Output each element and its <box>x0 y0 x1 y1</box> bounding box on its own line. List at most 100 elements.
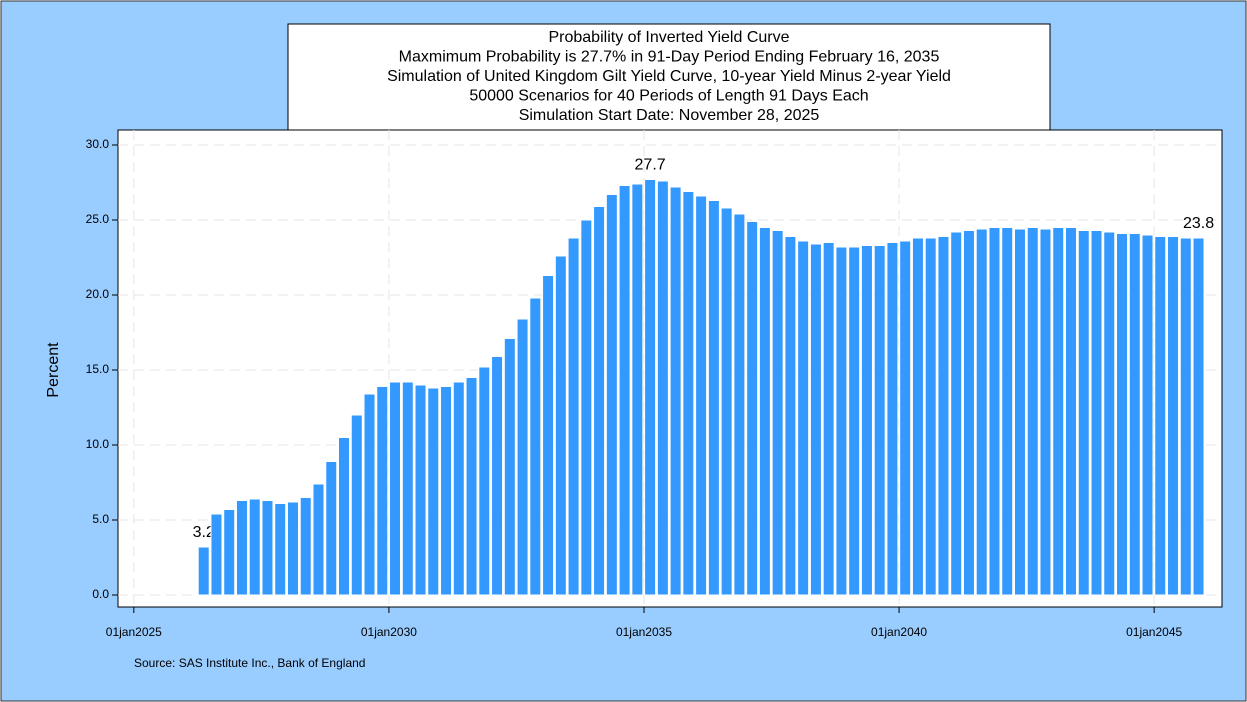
source: Source: SAS Institute Inc., Bank of Engl… <box>134 656 365 670</box>
bar <box>338 437 351 596</box>
bar <box>414 384 427 596</box>
bar <box>1116 233 1129 596</box>
bar <box>822 242 835 596</box>
bar <box>1103 231 1116 596</box>
bar <box>210 513 223 596</box>
bar <box>286 501 299 596</box>
y-axis-label: Percent <box>45 342 62 398</box>
bar <box>427 387 440 596</box>
bar <box>656 180 669 596</box>
bar <box>937 236 950 596</box>
bar <box>975 228 988 596</box>
y-tick-label: 20.0 <box>86 287 110 301</box>
bar <box>784 236 797 596</box>
bar <box>771 230 784 596</box>
bar <box>235 500 248 596</box>
y-tick-label: 25.0 <box>86 212 110 226</box>
chart-title: Probability of Inverted Yield Curve <box>548 29 789 46</box>
data-label: 3.2 <box>193 524 215 541</box>
bar <box>491 356 504 596</box>
bar <box>503 338 516 596</box>
bar <box>376 386 389 596</box>
bar <box>325 461 338 596</box>
bar <box>1039 228 1052 596</box>
bar <box>542 275 555 596</box>
bar <box>401 381 414 596</box>
bar <box>886 242 899 596</box>
bar <box>363 393 376 596</box>
bar <box>274 503 287 596</box>
bar <box>631 183 644 596</box>
x-tick-label: 01jan2030 <box>361 625 417 639</box>
bar <box>1064 227 1077 596</box>
bar <box>962 230 975 596</box>
bar <box>1052 227 1065 596</box>
bar <box>197 546 210 596</box>
bar <box>644 179 657 596</box>
chart-title: Simulation Start Date: November 28, 2025 <box>519 107 820 124</box>
bar <box>924 237 937 596</box>
bar <box>580 219 593 596</box>
y-tick-label: 15.0 <box>86 362 110 376</box>
bar <box>312 483 325 596</box>
x-tick-label: 01jan2035 <box>616 625 672 639</box>
bar <box>223 509 236 596</box>
bar <box>1001 227 1014 596</box>
bar <box>746 221 759 596</box>
bar <box>1179 237 1192 596</box>
bar <box>529 297 542 596</box>
bar <box>950 231 963 596</box>
y-tick-label: 30.0 <box>86 137 110 151</box>
data-label: 27.7 <box>635 157 666 174</box>
bar <box>758 227 771 596</box>
bar <box>988 227 1001 596</box>
bar <box>1090 230 1103 596</box>
bar <box>873 245 886 596</box>
bar <box>720 207 733 596</box>
bar <box>809 243 822 596</box>
bar <box>618 185 631 596</box>
title-box <box>287 23 1051 131</box>
bar <box>835 246 848 596</box>
bar <box>261 500 274 596</box>
bar <box>465 377 478 596</box>
bar <box>516 318 529 596</box>
bar <box>1192 237 1205 596</box>
bar <box>1154 236 1167 596</box>
x-tick-label: 01jan2025 <box>106 625 162 639</box>
y-tick-label: 0.0 <box>92 587 109 601</box>
y-tick-label: 10.0 <box>86 437 110 451</box>
bar <box>1077 230 1090 596</box>
bar <box>605 194 618 596</box>
bar <box>797 240 810 596</box>
bar <box>669 186 682 596</box>
bar <box>1026 227 1039 596</box>
bar <box>707 200 720 596</box>
bar <box>1141 234 1154 596</box>
y-tick-label: 5.0 <box>92 512 109 526</box>
bar <box>682 191 695 596</box>
bar <box>554 255 567 596</box>
x-tick-label: 01jan2040 <box>871 625 927 639</box>
bar <box>389 381 402 596</box>
bar <box>899 240 912 596</box>
bar <box>478 366 491 596</box>
bar <box>848 246 861 596</box>
bar <box>860 245 873 596</box>
bar <box>440 386 453 596</box>
chart-title: 50000 Scenarios for 40 Periods of Length… <box>469 88 868 105</box>
bar <box>1013 228 1026 596</box>
bar <box>733 213 746 596</box>
bar <box>593 206 606 596</box>
x-tick-label: 01jan2045 <box>1126 625 1182 639</box>
bar <box>452 381 465 596</box>
bar <box>350 414 363 596</box>
bar <box>911 237 924 596</box>
bar <box>567 237 580 596</box>
bar <box>248 498 261 596</box>
chart-title: Maxmimum Probability is 27.7% in 91-Day … <box>399 49 940 66</box>
chart-title: Simulation of United Kingdom Gilt Yield … <box>387 68 951 85</box>
bar <box>1128 233 1141 596</box>
